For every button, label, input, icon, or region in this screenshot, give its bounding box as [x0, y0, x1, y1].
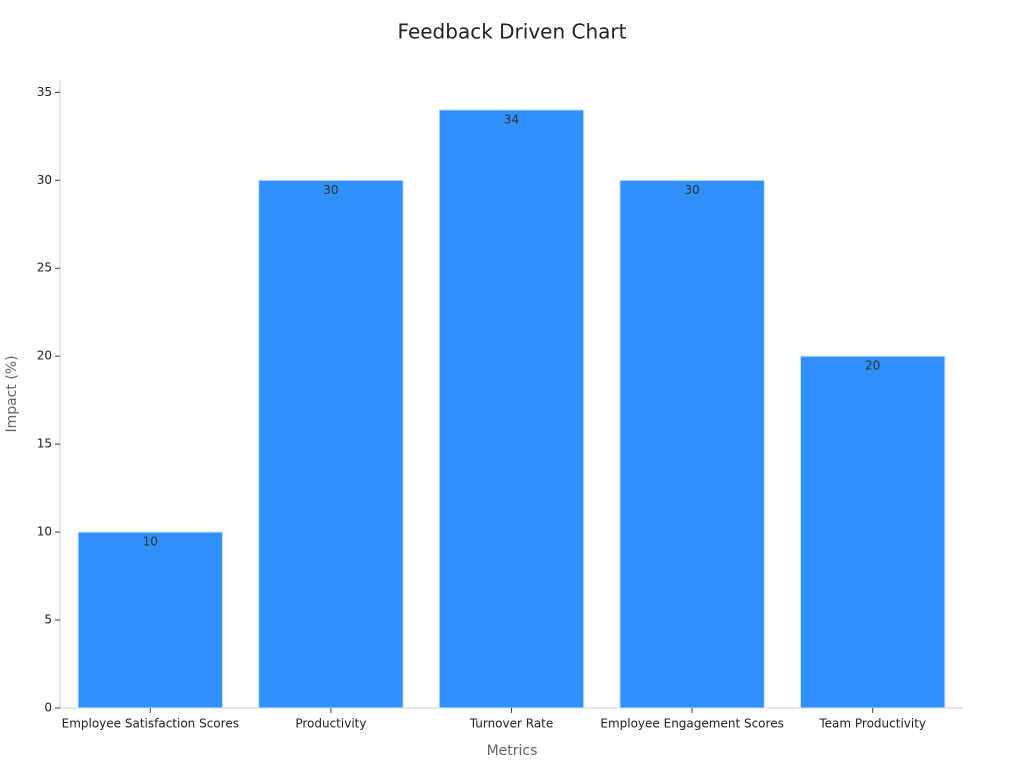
data-label: 34	[504, 112, 519, 126]
y-tick-label: 5	[44, 613, 52, 627]
x-tick-label: Employee Engagement Scores	[600, 717, 783, 731]
y-tick-label: 25	[37, 261, 52, 275]
data-label: 20	[865, 359, 880, 373]
x-tick-label: Productivity	[295, 717, 366, 731]
bar	[799, 355, 946, 709]
bar	[258, 179, 404, 709]
bar	[77, 531, 224, 709]
y-tick-label: 35	[37, 85, 52, 99]
y-tick-label: 0	[44, 701, 52, 715]
bar	[438, 109, 585, 709]
bar	[619, 179, 765, 709]
data-label: 10	[143, 535, 158, 549]
chart-title: Feedback Driven Chart	[398, 20, 627, 44]
x-tick-label: Employee Satisfaction Scores	[62, 717, 239, 731]
y-tick-label: 30	[37, 173, 52, 187]
y-tick-label: 10	[37, 525, 52, 539]
x-axis-label: Metrics	[487, 743, 538, 759]
y-tick-label: 15	[37, 437, 52, 451]
data-label: 30	[684, 183, 699, 197]
x-tick-label: Team Productivity	[818, 717, 926, 731]
y-axis-label: Impact (%)	[4, 355, 20, 432]
y-tick-label: 20	[37, 349, 52, 363]
data-label: 30	[323, 183, 338, 197]
x-tick-label: Turnover Rate	[469, 717, 554, 731]
